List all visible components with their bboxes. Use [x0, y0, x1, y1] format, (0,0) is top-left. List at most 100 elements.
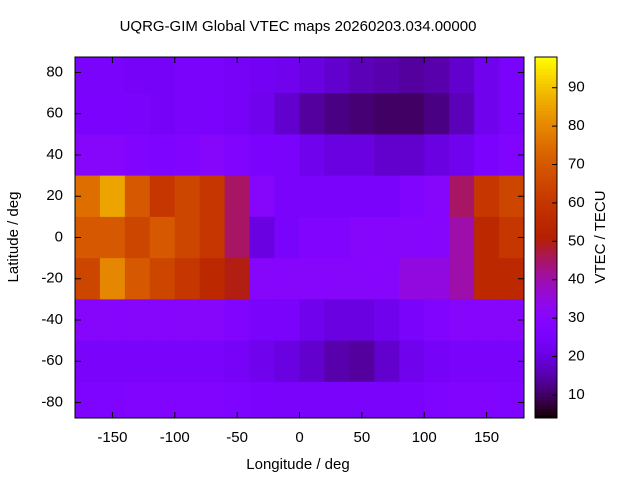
colorbar-step: [535, 258, 557, 263]
colorbar-step: [535, 102, 557, 106]
colorbar-step: [535, 363, 557, 368]
heatmap-cell: [324, 258, 350, 300]
heatmap-cell: [449, 57, 475, 94]
heatmap-cell: [249, 93, 276, 135]
colorbar-step: [535, 207, 557, 211]
colorbar-step: [535, 189, 557, 193]
heatmap-cell: [174, 216, 201, 259]
heatmap-cell: [99, 134, 126, 177]
heatmap-cell: [424, 340, 450, 383]
heatmap-cell: [299, 134, 325, 177]
heatmap-cell: [324, 216, 350, 259]
heatmap-cell: [124, 258, 151, 300]
heatmap-cell: [249, 299, 276, 342]
heatmap-cell: [99, 216, 126, 259]
heatmap-cell: [249, 340, 276, 383]
colorbar-step: [535, 93, 557, 97]
heatmap-cell: [374, 175, 400, 218]
heatmap-cell: [249, 57, 276, 94]
heatmap-cell: [199, 299, 226, 342]
heatmap-cell: [274, 381, 300, 419]
colorbar-step: [535, 195, 557, 199]
colorbar-step: [535, 348, 557, 353]
heatmap-cell: [124, 216, 151, 259]
colorbar-step: [535, 249, 557, 254]
colorbar-step: [535, 231, 557, 235]
colorbar-step: [535, 129, 557, 133]
colorbar-tick-label: 70: [568, 156, 585, 173]
x-axis-label: Longitude / deg: [246, 456, 349, 473]
heatmap-cell: [224, 258, 251, 300]
colorbar-step: [535, 264, 557, 269]
colorbar-step: [535, 273, 557, 278]
colorbar-step: [535, 192, 557, 196]
heatmap-cell: [374, 258, 400, 300]
colorbar-step: [535, 342, 557, 347]
heatmap-cell: [124, 57, 151, 94]
x-tick-label: 100: [412, 429, 437, 446]
colorbar-step: [535, 177, 557, 181]
heatmap-cell: [374, 381, 400, 419]
colorbar-tick-label: 50: [568, 232, 585, 249]
heatmap-cell: [299, 216, 325, 259]
heatmap-cell: [224, 175, 251, 218]
colorbar-tick-label: 90: [568, 79, 585, 96]
x-tick-label: -150: [97, 429, 127, 446]
heatmap-cells: [75, 57, 525, 419]
colorbar-step: [535, 336, 557, 341]
colorbar-step: [535, 255, 557, 260]
heatmap-cell: [124, 299, 151, 342]
colorbar-step: [535, 222, 557, 226]
heatmap-cell: [249, 134, 276, 177]
heatmap-cell: [349, 57, 375, 94]
colorbar-step: [535, 408, 557, 413]
heatmap-cell: [274, 175, 300, 218]
heatmap-cell: [99, 57, 126, 94]
colorbar-step: [535, 237, 557, 242]
heatmap-cell: [399, 381, 425, 419]
heatmap-cell: [199, 258, 226, 300]
colorbar-step: [535, 123, 557, 127]
heatmap-cell: [374, 134, 400, 177]
heatmap-cell: [149, 57, 176, 94]
colorbar-step: [535, 309, 557, 314]
colorbar: [535, 57, 557, 419]
heatmap-cell: [449, 134, 475, 177]
heatmap-cell: [399, 93, 425, 135]
colorbar-step: [535, 285, 557, 290]
colorbar-tick-label: 30: [568, 309, 585, 326]
heatmap-cell: [299, 381, 325, 419]
colorbar-step: [535, 288, 557, 293]
colorbar-step: [535, 75, 557, 79]
colorbar-step: [535, 312, 557, 317]
colorbar-frame: [534, 56, 558, 419]
heatmap-cell: [474, 57, 500, 94]
y-tick-label: 20: [46, 187, 63, 204]
heatmap-cell: [449, 381, 475, 419]
heatmap-cell: [399, 299, 425, 342]
heatmap-cell: [474, 216, 500, 259]
colorbar-step: [535, 198, 557, 202]
colorbar-step: [535, 369, 557, 374]
heatmap-cell: [324, 57, 350, 94]
colorbar-step: [535, 297, 557, 302]
heatmap-cell: [199, 381, 226, 419]
colorbar-step: [535, 360, 557, 365]
colorbar-step: [535, 267, 557, 272]
heatmap-cell: [474, 175, 500, 218]
colorbar-step: [535, 159, 557, 163]
colorbar-step: [535, 291, 557, 296]
heatmap-cell: [274, 258, 300, 300]
heatmap-cell: [199, 340, 226, 383]
colorbar-step: [535, 213, 557, 217]
colorbar-step: [535, 351, 557, 356]
heatmap-cell: [299, 175, 325, 218]
colorbar-step: [535, 201, 557, 205]
y-tick-label: 60: [46, 105, 63, 122]
colorbar-step: [535, 210, 557, 214]
colorbar-step: [535, 186, 557, 190]
colorbar-step: [535, 219, 557, 223]
heatmap-cell: [324, 299, 350, 342]
colorbar-step: [535, 339, 557, 344]
heatmap-cell: [274, 93, 300, 135]
